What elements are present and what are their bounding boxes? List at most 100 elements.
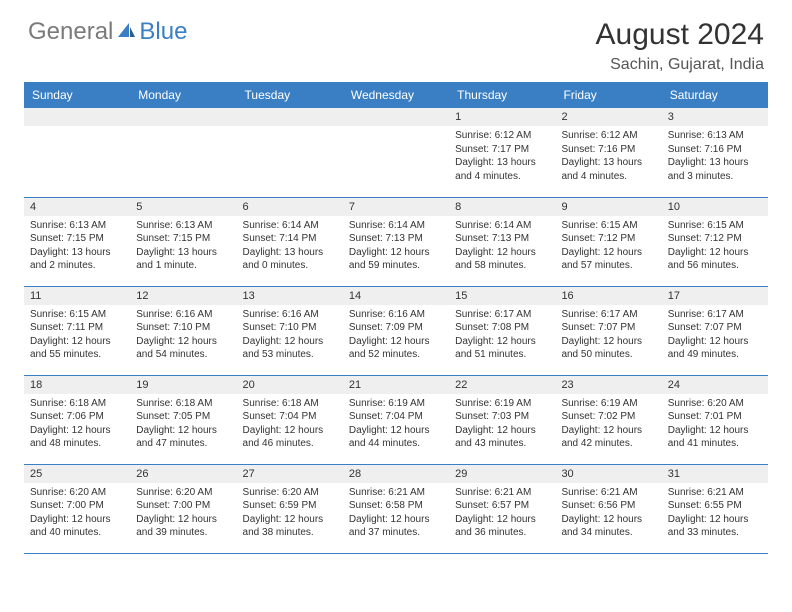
calendar-day-cell	[343, 108, 449, 197]
calendar-day-cell: 14Sunrise: 6:16 AMSunset: 7:09 PMDayligh…	[343, 286, 449, 375]
calendar-day-cell: 20Sunrise: 6:18 AMSunset: 7:04 PMDayligh…	[237, 375, 343, 464]
sunset-text: Sunset: 7:11 PM	[30, 321, 124, 335]
weekday-header: Monday	[130, 82, 236, 108]
sunset-text: Sunset: 7:04 PM	[243, 410, 337, 424]
logo: General Blue	[28, 18, 187, 46]
calendar-day-cell	[24, 108, 130, 197]
daylight-text: Daylight: 12 hours and 43 minutes.	[455, 424, 549, 451]
calendar-day-cell: 12Sunrise: 6:16 AMSunset: 7:10 PMDayligh…	[130, 286, 236, 375]
day-content: Sunrise: 6:15 AMSunset: 7:12 PMDaylight:…	[662, 216, 768, 277]
sunset-text: Sunset: 7:13 PM	[455, 232, 549, 246]
sunset-text: Sunset: 7:00 PM	[136, 499, 230, 513]
daylight-text: Daylight: 13 hours and 4 minutes.	[561, 156, 655, 183]
day-number: 31	[662, 465, 768, 483]
daylight-text: Daylight: 12 hours and 53 minutes.	[243, 335, 337, 362]
sunset-text: Sunset: 7:15 PM	[30, 232, 124, 246]
day-number: 26	[130, 465, 236, 483]
daylight-text: Daylight: 12 hours and 37 minutes.	[349, 513, 443, 540]
day-number: 10	[662, 198, 768, 216]
sunrise-text: Sunrise: 6:13 AM	[30, 219, 124, 233]
daylight-text: Daylight: 13 hours and 2 minutes.	[30, 246, 124, 273]
calendar-body: 1Sunrise: 6:12 AMSunset: 7:17 PMDaylight…	[24, 108, 768, 553]
weekday-header: Friday	[555, 82, 661, 108]
sunrise-text: Sunrise: 6:21 AM	[455, 486, 549, 500]
day-content: Sunrise: 6:12 AMSunset: 7:16 PMDaylight:…	[555, 126, 661, 187]
day-content: Sunrise: 6:19 AMSunset: 7:04 PMDaylight:…	[343, 394, 449, 455]
day-number: 13	[237, 287, 343, 305]
day-content: Sunrise: 6:17 AMSunset: 7:08 PMDaylight:…	[449, 305, 555, 366]
day-content: Sunrise: 6:19 AMSunset: 7:03 PMDaylight:…	[449, 394, 555, 455]
sunset-text: Sunset: 6:56 PM	[561, 499, 655, 513]
calendar-day-cell: 23Sunrise: 6:19 AMSunset: 7:02 PMDayligh…	[555, 375, 661, 464]
day-number: 6	[237, 198, 343, 216]
day-content: Sunrise: 6:14 AMSunset: 7:13 PMDaylight:…	[343, 216, 449, 277]
calendar-day-cell: 13Sunrise: 6:16 AMSunset: 7:10 PMDayligh…	[237, 286, 343, 375]
empty-day-band	[343, 108, 449, 126]
sunset-text: Sunset: 7:06 PM	[30, 410, 124, 424]
day-number: 1	[449, 108, 555, 126]
calendar-table: Sunday Monday Tuesday Wednesday Thursday…	[24, 82, 768, 554]
day-number: 8	[449, 198, 555, 216]
sunset-text: Sunset: 6:59 PM	[243, 499, 337, 513]
daylight-text: Daylight: 12 hours and 52 minutes.	[349, 335, 443, 362]
sunrise-text: Sunrise: 6:14 AM	[349, 219, 443, 233]
daylight-text: Daylight: 12 hours and 56 minutes.	[668, 246, 762, 273]
day-number: 15	[449, 287, 555, 305]
calendar-week-row: 4Sunrise: 6:13 AMSunset: 7:15 PMDaylight…	[24, 197, 768, 286]
calendar-week-row: 25Sunrise: 6:20 AMSunset: 7:00 PMDayligh…	[24, 464, 768, 553]
sunrise-text: Sunrise: 6:21 AM	[349, 486, 443, 500]
day-content: Sunrise: 6:20 AMSunset: 7:00 PMDaylight:…	[130, 483, 236, 544]
daylight-text: Daylight: 12 hours and 42 minutes.	[561, 424, 655, 451]
day-content: Sunrise: 6:17 AMSunset: 7:07 PMDaylight:…	[662, 305, 768, 366]
sunrise-text: Sunrise: 6:21 AM	[561, 486, 655, 500]
calendar-day-cell	[237, 108, 343, 197]
calendar-day-cell: 28Sunrise: 6:21 AMSunset: 6:58 PMDayligh…	[343, 464, 449, 553]
sunset-text: Sunset: 7:07 PM	[561, 321, 655, 335]
day-content: Sunrise: 6:21 AMSunset: 6:57 PMDaylight:…	[449, 483, 555, 544]
sunrise-text: Sunrise: 6:20 AM	[668, 397, 762, 411]
day-content: Sunrise: 6:20 AMSunset: 6:59 PMDaylight:…	[237, 483, 343, 544]
sunrise-text: Sunrise: 6:19 AM	[349, 397, 443, 411]
day-number: 2	[555, 108, 661, 126]
day-content: Sunrise: 6:16 AMSunset: 7:10 PMDaylight:…	[130, 305, 236, 366]
calendar-day-cell: 21Sunrise: 6:19 AMSunset: 7:04 PMDayligh…	[343, 375, 449, 464]
sunrise-text: Sunrise: 6:14 AM	[243, 219, 337, 233]
location-text: Sachin, Gujarat, India	[596, 56, 764, 74]
day-content: Sunrise: 6:16 AMSunset: 7:09 PMDaylight:…	[343, 305, 449, 366]
day-number: 22	[449, 376, 555, 394]
day-content: Sunrise: 6:13 AMSunset: 7:15 PMDaylight:…	[130, 216, 236, 277]
sunrise-text: Sunrise: 6:20 AM	[136, 486, 230, 500]
sunset-text: Sunset: 7:15 PM	[136, 232, 230, 246]
calendar-day-cell: 24Sunrise: 6:20 AMSunset: 7:01 PMDayligh…	[662, 375, 768, 464]
day-content: Sunrise: 6:14 AMSunset: 7:13 PMDaylight:…	[449, 216, 555, 277]
daylight-text: Daylight: 12 hours and 44 minutes.	[349, 424, 443, 451]
sunrise-text: Sunrise: 6:21 AM	[668, 486, 762, 500]
empty-day-band	[237, 108, 343, 126]
sunrise-text: Sunrise: 6:13 AM	[136, 219, 230, 233]
day-content: Sunrise: 6:20 AMSunset: 7:00 PMDaylight:…	[24, 483, 130, 544]
sunset-text: Sunset: 7:07 PM	[668, 321, 762, 335]
sunset-text: Sunset: 7:03 PM	[455, 410, 549, 424]
day-number: 5	[130, 198, 236, 216]
daylight-text: Daylight: 12 hours and 39 minutes.	[136, 513, 230, 540]
sunrise-text: Sunrise: 6:18 AM	[136, 397, 230, 411]
day-number: 29	[449, 465, 555, 483]
calendar-day-cell: 6Sunrise: 6:14 AMSunset: 7:14 PMDaylight…	[237, 197, 343, 286]
sunset-text: Sunset: 7:05 PM	[136, 410, 230, 424]
calendar-day-cell: 25Sunrise: 6:20 AMSunset: 7:00 PMDayligh…	[24, 464, 130, 553]
sunrise-text: Sunrise: 6:16 AM	[349, 308, 443, 322]
daylight-text: Daylight: 12 hours and 38 minutes.	[243, 513, 337, 540]
day-number: 21	[343, 376, 449, 394]
sunset-text: Sunset: 7:10 PM	[243, 321, 337, 335]
day-number: 3	[662, 108, 768, 126]
day-number: 11	[24, 287, 130, 305]
sunset-text: Sunset: 7:13 PM	[349, 232, 443, 246]
daylight-text: Daylight: 12 hours and 34 minutes.	[561, 513, 655, 540]
sunset-text: Sunset: 7:04 PM	[349, 410, 443, 424]
daylight-text: Daylight: 12 hours and 58 minutes.	[455, 246, 549, 273]
day-number: 30	[555, 465, 661, 483]
sunrise-text: Sunrise: 6:18 AM	[30, 397, 124, 411]
day-content: Sunrise: 6:18 AMSunset: 7:06 PMDaylight:…	[24, 394, 130, 455]
sunrise-text: Sunrise: 6:12 AM	[455, 129, 549, 143]
header: General Blue August 2024 Sachin, Gujarat…	[0, 0, 792, 82]
